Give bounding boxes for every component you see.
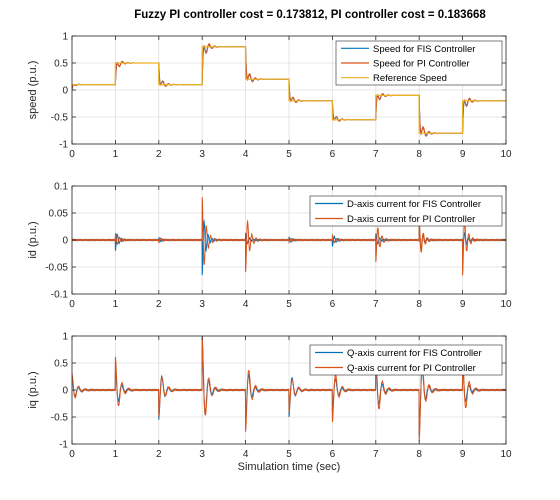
x-tick-label: 9 bbox=[460, 299, 466, 310]
chart-3: 0 1 2 3 4 5 6 7 8 9 10 -1 -0.5 0 0.5 1 iq (p.u.) Q-axis c… bbox=[27, 332, 512, 461]
legend-label: Speed for PI Controller bbox=[373, 59, 470, 70]
x-tick-label: 3 bbox=[199, 449, 205, 460]
figure-title: Fuzzy PI controller cost = 0.173812, PI … bbox=[134, 9, 486, 21]
x-tick-label: 8 bbox=[416, 149, 422, 160]
x-tick-label: 5 bbox=[286, 449, 292, 460]
x-tick-label: 0 bbox=[69, 299, 75, 310]
x-tick-label: 6 bbox=[330, 149, 336, 160]
x-tick-label: 10 bbox=[500, 449, 512, 460]
x-tick-label: 10 bbox=[500, 149, 512, 160]
y-tick-label: -1 bbox=[59, 440, 68, 451]
y-tick-label: -1 bbox=[59, 140, 68, 151]
legend-label: D-axis current for PI Controller bbox=[347, 214, 475, 225]
y-tick-label: 0.1 bbox=[54, 182, 68, 193]
x-tick-label: 7 bbox=[373, 149, 379, 160]
y-tick-label: 0.05 bbox=[49, 209, 69, 220]
x-tick-label: 9 bbox=[460, 449, 466, 460]
legend-label: Q-axis current for FIS Controller bbox=[347, 348, 482, 359]
y-tick-label: 0.5 bbox=[54, 359, 68, 370]
legend-box bbox=[309, 344, 503, 376]
y-tick-label: 1 bbox=[62, 332, 68, 343]
x-tick-label: 5 bbox=[286, 149, 292, 160]
y-tick-label: 0 bbox=[62, 236, 68, 247]
series-line-2 bbox=[72, 336, 506, 442]
y-axis-label: iq (p.u.) bbox=[27, 371, 39, 408]
x-tick-label: 4 bbox=[243, 149, 249, 160]
legend: Speed for FIS Controller Speed for PI Con… bbox=[335, 40, 503, 86]
x-tick-label: 6 bbox=[330, 449, 336, 460]
y-tick-label: -0.1 bbox=[51, 290, 69, 301]
x-tick-label: 5 bbox=[286, 299, 292, 310]
legend-label: Reference Speed bbox=[373, 73, 447, 84]
x-tick-label: 2 bbox=[156, 449, 162, 460]
x-tick-label: 7 bbox=[373, 299, 379, 310]
x-tick-label: 2 bbox=[156, 149, 162, 160]
y-axis-label: speed (p.u.) bbox=[27, 61, 39, 120]
y-tick-label: 0 bbox=[62, 386, 68, 397]
x-tick-label: 8 bbox=[416, 299, 422, 310]
legend: Q-axis current for FIS Controller Q-axis … bbox=[309, 344, 503, 376]
chart-1: 0 1 2 3 4 5 6 7 8 9 10 -1 -0.5 0 0.5 1 speed (p.u.) Speed… bbox=[27, 32, 512, 161]
x-tick-label: 2 bbox=[156, 299, 162, 310]
x-tick-label: 0 bbox=[69, 449, 75, 460]
x-tick-label: 0 bbox=[69, 149, 75, 160]
x-tick-label: 4 bbox=[243, 449, 249, 460]
series-line-2 bbox=[72, 197, 506, 276]
y-tick-label: 0.5 bbox=[54, 59, 68, 70]
x-tick-label: 10 bbox=[500, 299, 512, 310]
x-tick-label: 3 bbox=[199, 149, 205, 160]
x-tick-label: 6 bbox=[330, 299, 336, 310]
x-tick-label: 1 bbox=[113, 449, 119, 460]
legend: D-axis current for FIS Controller D-axis … bbox=[309, 195, 503, 227]
x-tick-label: 7 bbox=[373, 449, 379, 460]
y-tick-label: -0.5 bbox=[51, 413, 69, 424]
x-tick-label: 1 bbox=[113, 299, 119, 310]
x-tick-label: 4 bbox=[243, 299, 249, 310]
y-tick-label: 0 bbox=[62, 86, 68, 97]
x-tick-label: 3 bbox=[199, 299, 205, 310]
legend-label: D-axis current for FIS Controller bbox=[347, 199, 481, 210]
y-tick-label: -0.5 bbox=[51, 113, 69, 124]
y-axis-label: id (p.u.) bbox=[27, 221, 39, 258]
x-tick-label: 9 bbox=[460, 149, 466, 160]
x-tick-label: 8 bbox=[416, 449, 422, 460]
legend-label: Speed for FIS Controller bbox=[373, 44, 475, 55]
y-tick-label: 1 bbox=[62, 32, 68, 43]
series-line-3 bbox=[72, 46, 506, 134]
x-tick-label: 1 bbox=[113, 149, 119, 160]
y-tick-label: -0.05 bbox=[45, 263, 68, 274]
x-axis-label: Simulation time (sec) bbox=[238, 461, 341, 473]
legend-label: Q-axis current for PI Controller bbox=[347, 363, 476, 374]
legend-box bbox=[309, 195, 503, 227]
chart-2: 0 1 2 3 4 5 6 7 8 9 10 -0.1 -0.05 0 0.05 0.1 id (p.u.) D-… bbox=[27, 182, 512, 311]
